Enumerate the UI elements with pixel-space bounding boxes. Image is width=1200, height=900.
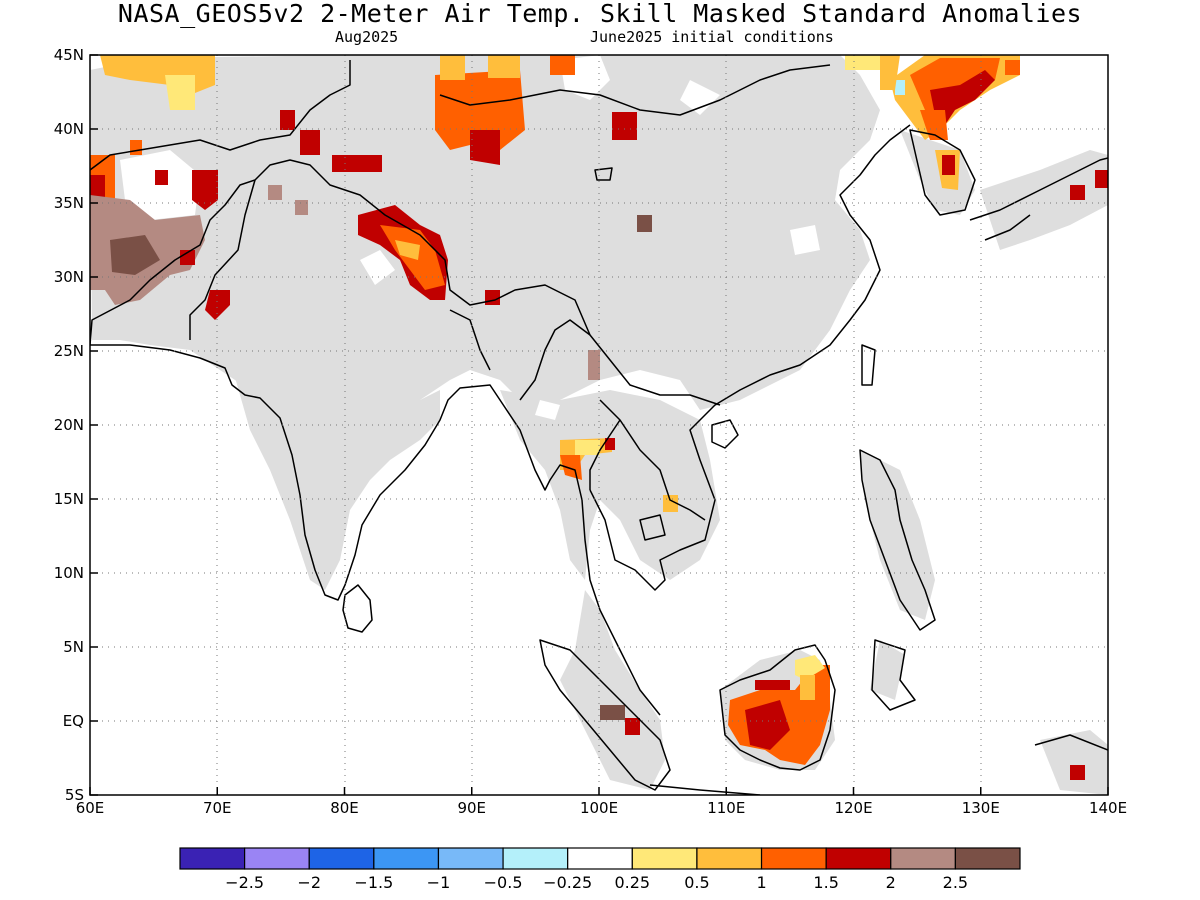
lat-tick-label: 40N [54, 120, 84, 138]
lat-tick-label: 5S [65, 786, 84, 804]
colorbar-label: −0.5 [484, 873, 523, 892]
colorbar-label: −1.5 [354, 873, 393, 892]
colorbar-swatch [502, 847, 569, 870]
colorbar-label: −1 [427, 873, 451, 892]
colorbar-swatch [373, 847, 440, 870]
colorbar-label: 1 [756, 873, 766, 892]
colorbar-swatch [244, 847, 310, 870]
target-month-label: Aug2025 [335, 28, 399, 46]
lon-tick-label: 120E [834, 799, 872, 817]
lat-tick-label: 15N [54, 490, 84, 508]
colorbar-label: −2 [297, 873, 321, 892]
colorbar-swatch [179, 847, 246, 870]
colorbar-swatch [825, 847, 892, 870]
map-title: NASA_GEOS5v2 2-Meter Air Temp. Skill Mas… [117, 0, 1083, 28]
colorbar-label: −0.25 [543, 873, 592, 892]
lon-tick-label: 60E [76, 799, 105, 817]
lat-tick-label: EQ [63, 712, 84, 730]
colorbar-swatch [567, 847, 633, 870]
lon-tick-label: 110E [707, 799, 745, 817]
colorbar-label: 0.5 [684, 873, 709, 892]
colorbar-label: 2 [886, 873, 896, 892]
lon-tick-label: 70E [203, 799, 232, 817]
lat-tick-label: 10N [54, 564, 84, 582]
lon-tick-label: 100E [580, 799, 618, 817]
colorbar: −2.5 −2 −1.5 −1 −0.5 −0.25 0.25 0.5 1 1.5 2 2.5 [179, 847, 1021, 892]
lat-tick-label: 5N [63, 638, 84, 656]
colorbar-label: 2.5 [943, 873, 968, 892]
lat-tick-label: 20N [54, 416, 84, 434]
longitude-axis: 60E 70E 80E 90E 100E 110E 120E 130E 140E [76, 787, 1127, 817]
map-area [90, 55, 1108, 795]
lat-tick-label: 25N [54, 342, 84, 360]
lon-tick-label: 80E [330, 799, 359, 817]
colorbar-label: 0.25 [614, 873, 650, 892]
colorbar-swatch [760, 847, 827, 870]
lon-tick-label: 140E [1089, 799, 1127, 817]
initial-conditions-label: June2025 initial conditions [590, 28, 834, 46]
colorbar-swatch [696, 847, 763, 870]
colorbar-swatch [308, 847, 375, 870]
coastline-layer [90, 124, 1108, 795]
colorbar-swatch [631, 847, 698, 870]
colorbar-label: −2.5 [225, 873, 264, 892]
colorbar-swatch [437, 847, 504, 870]
latitude-axis: 45N 40N 35N 30N 25N 20N 15N 10N 5N EQ 5S [54, 46, 98, 804]
colorbar-swatch [954, 847, 1021, 870]
colorbar-label: 1.5 [813, 873, 838, 892]
lat-tick-label: 30N [54, 268, 84, 286]
lat-tick-label: 35N [54, 194, 84, 212]
lat-tick-label: 45N [54, 46, 84, 64]
lon-tick-label: 90E [457, 799, 486, 817]
border-layer [90, 60, 831, 521]
lon-tick-label: 130E [962, 799, 1000, 817]
anomaly-layer [90, 55, 1108, 780]
colorbar-swatch [890, 847, 956, 870]
